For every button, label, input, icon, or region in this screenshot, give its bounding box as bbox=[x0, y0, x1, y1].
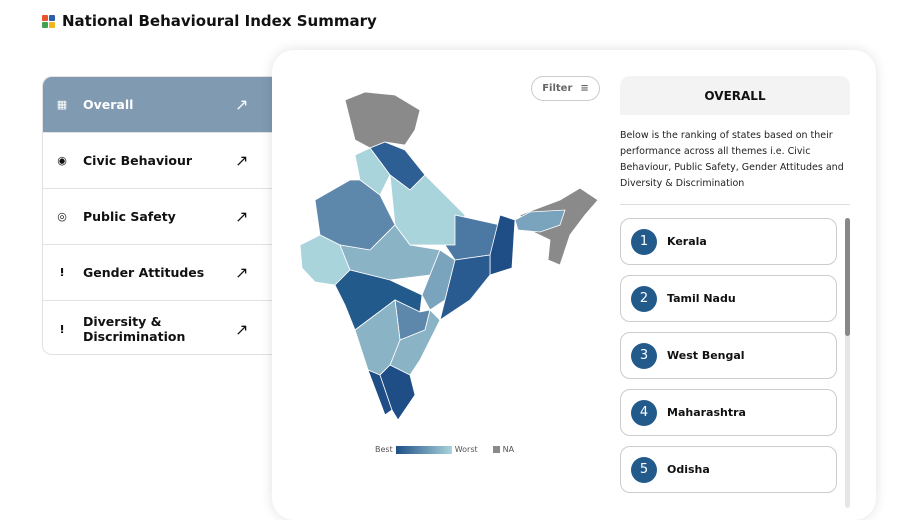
state-tamil-nadu[interactable] bbox=[379, 364, 416, 421]
arrow-up-right-icon: ↗ bbox=[235, 263, 249, 282]
logo-icon bbox=[42, 14, 55, 28]
shield-user-icon: ◎ bbox=[57, 210, 67, 223]
rank-item[interactable]: 4 Maharashtra bbox=[620, 389, 837, 436]
arrow-up-right-icon: ↗ bbox=[235, 319, 249, 339]
state-punjab-haryana[interactable] bbox=[354, 147, 391, 196]
page-title-text: National Behavioural Index Summary bbox=[62, 12, 377, 30]
map-legend: Best Worst NA bbox=[375, 445, 515, 454]
sidebar-item-overall[interactable]: ▦ Overall ↗ bbox=[43, 77, 281, 133]
sidebar-item-public-safety[interactable]: ◎ Public Safety ↗ bbox=[43, 189, 281, 245]
ranking-list: 1 Kerala 2 Tamil Nadu 3 West Bengal 4 Mahara… bbox=[620, 218, 837, 503]
panel-heading: OVERALL bbox=[620, 76, 850, 115]
india-map bbox=[299, 91, 599, 421]
state-northeast[interactable] bbox=[519, 187, 599, 266]
panel-description: Below is the ranking of states based on … bbox=[620, 130, 844, 189]
legend-gradient bbox=[395, 445, 452, 454]
rank-item[interactable]: 2 Tamil Nadu bbox=[620, 275, 837, 322]
rank-item[interactable]: 3 West Bengal bbox=[620, 332, 837, 379]
sidebar-item-civic-behaviour[interactable]: ◉ Civic Behaviour ↗ bbox=[43, 133, 281, 189]
state-assam[interactable] bbox=[514, 209, 566, 233]
rank-item[interactable]: 5 Odisha bbox=[620, 446, 837, 493]
group-icon: ⵑ bbox=[59, 322, 65, 336]
grid-icon: ▦ bbox=[56, 98, 68, 111]
filter-icon: ≡ bbox=[580, 83, 589, 94]
divider bbox=[620, 204, 850, 205]
arrow-up-right-icon: ↗ bbox=[235, 151, 249, 170]
head-icon: ◉ bbox=[57, 154, 67, 167]
legend-na-swatch bbox=[492, 446, 500, 453]
ranking-scrollbar[interactable] bbox=[845, 218, 850, 508]
state-jammu-kashmir[interactable] bbox=[344, 91, 421, 149]
arrow-up-right-icon: ↗ bbox=[235, 207, 249, 226]
people-icon: ⵑ bbox=[59, 266, 65, 279]
scrollbar-thumb[interactable] bbox=[845, 218, 850, 336]
theme-sidebar: ▦ Overall ↗ ◉ Civic Behaviour ↗ ◎ Public Safe… bbox=[42, 76, 282, 355]
state-west-bengal[interactable] bbox=[489, 214, 516, 276]
sidebar-item-diversity-discrimination[interactable]: ⵑ Diversity & Discrimination ↗ bbox=[43, 301, 281, 354]
filter-button[interactable]: Filter ≡ bbox=[531, 76, 600, 101]
rank-item[interactable]: 1 Kerala bbox=[620, 218, 837, 265]
arrow-up-right-icon: ↗ bbox=[235, 95, 249, 114]
sidebar-item-gender-attitudes[interactable]: ⵑ Gender Attitudes ↗ bbox=[43, 245, 281, 301]
page-title: National Behavioural Index Summary bbox=[42, 12, 377, 30]
